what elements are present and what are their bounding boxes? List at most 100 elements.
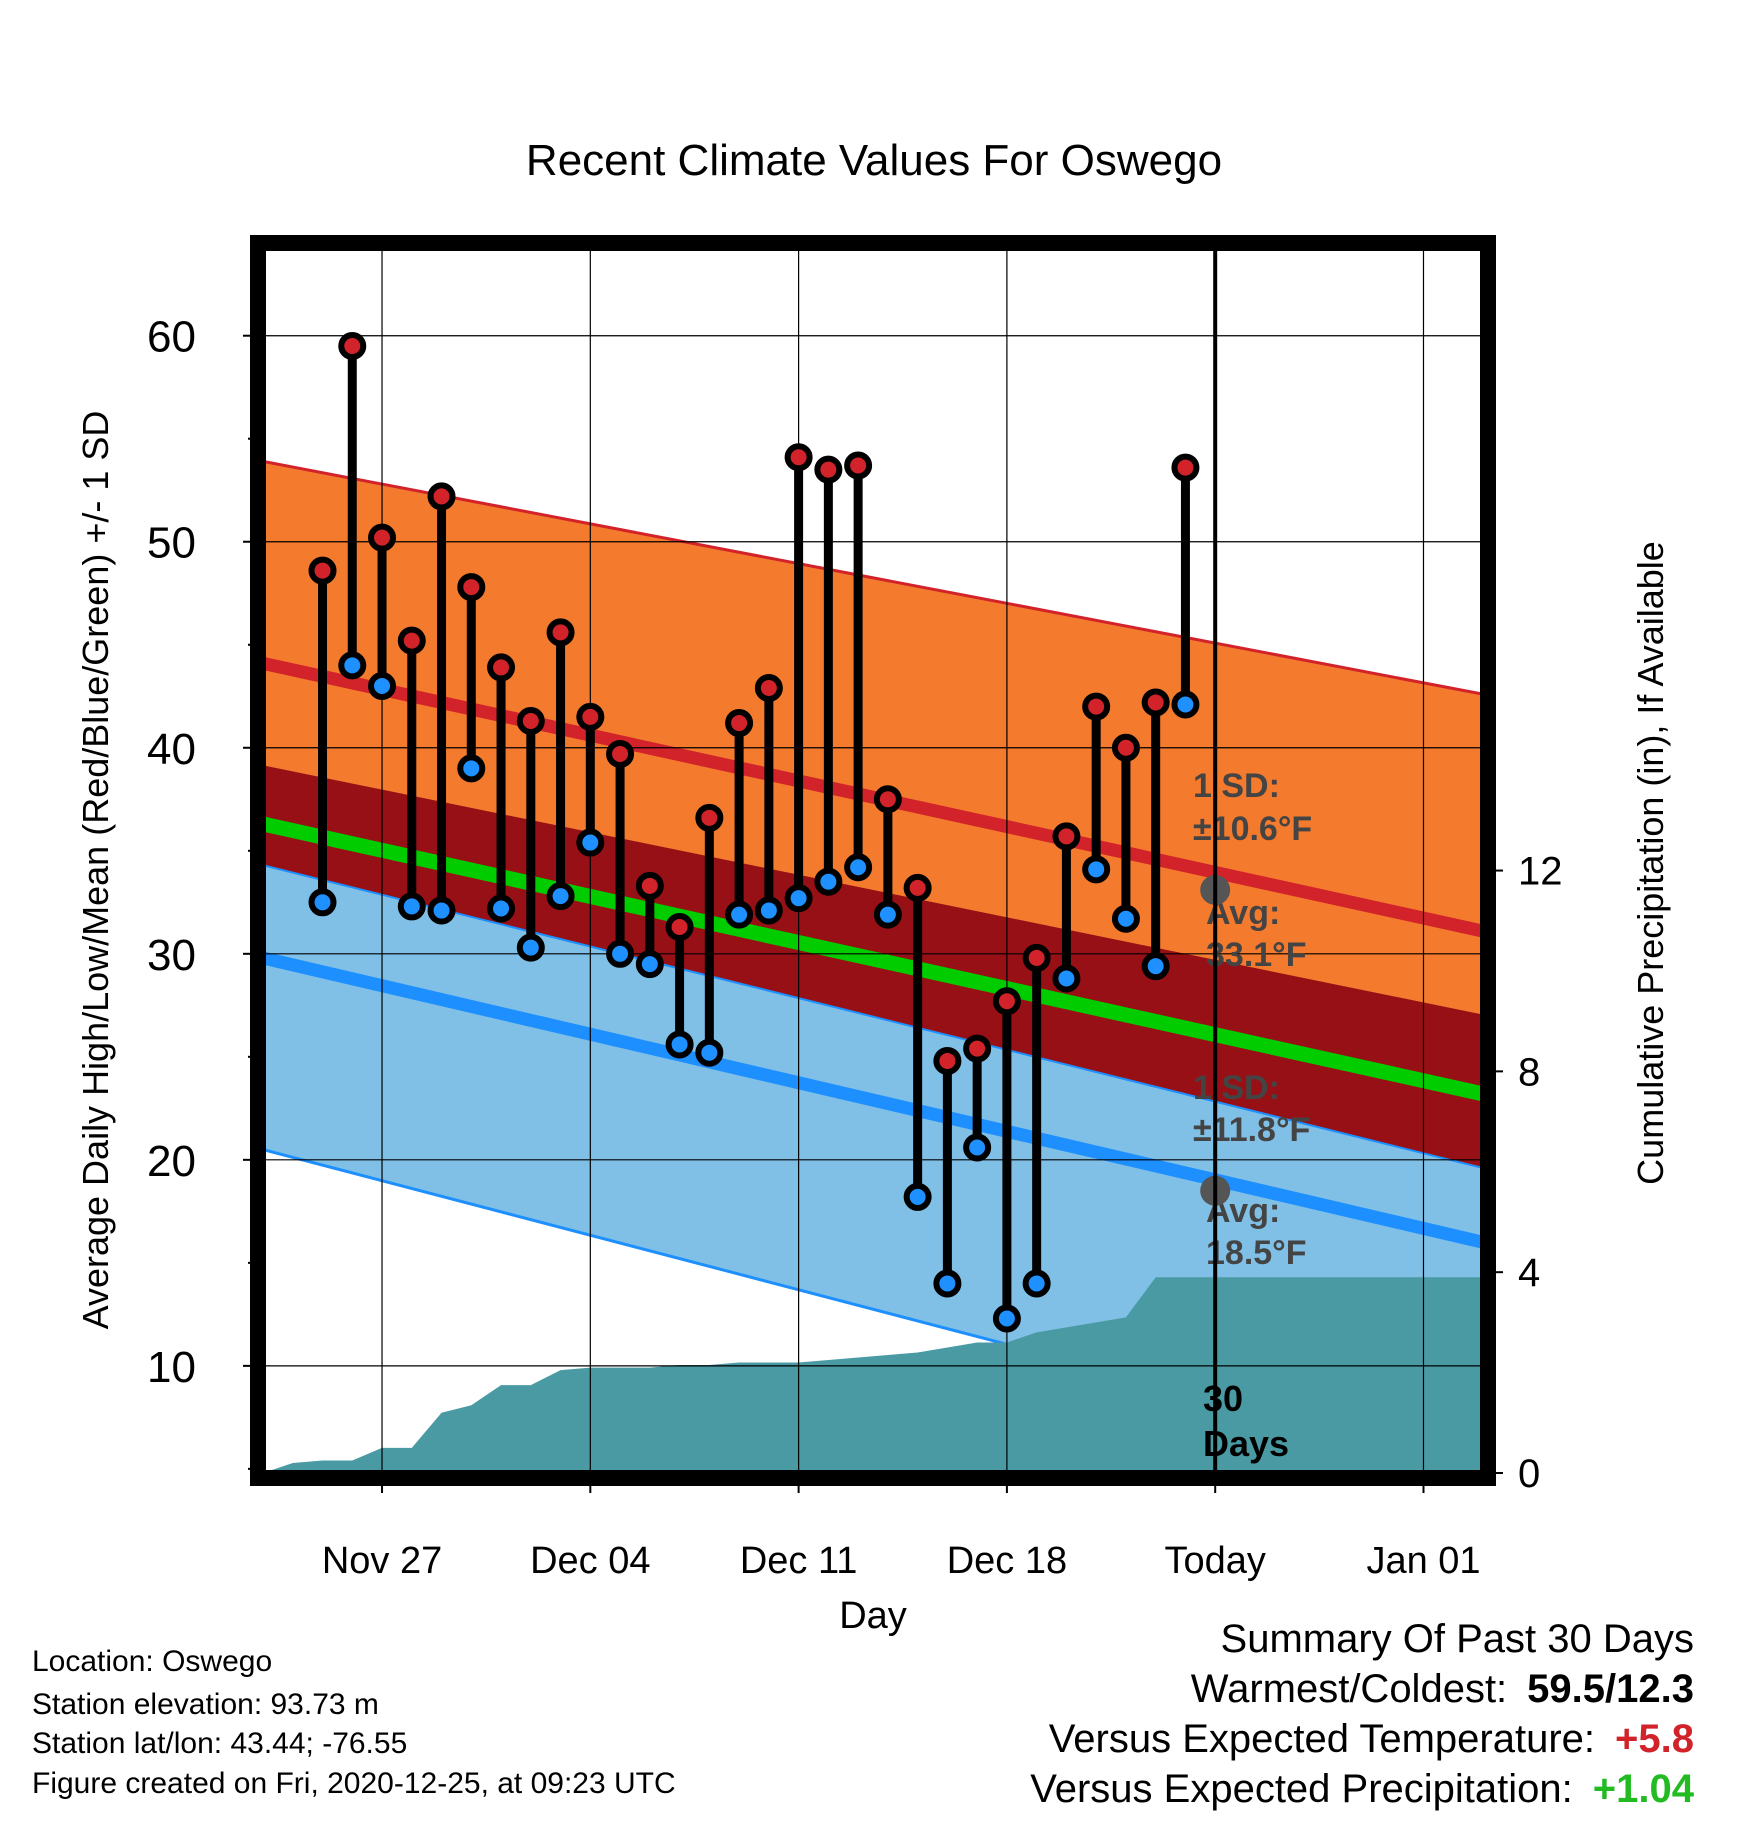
y2-tick-label: 4	[1518, 1251, 1540, 1295]
summary-precip: Versus Expected Precipitation: +1.04	[1030, 1769, 1694, 1809]
low-marker	[725, 900, 754, 929]
x-tick-label: Dec 18	[947, 1540, 1067, 1582]
high-marker	[873, 785, 902, 814]
low-marker	[1022, 1269, 1051, 1298]
y-tick-label: 10	[147, 1343, 196, 1392]
precip-vs-expected-value: +1.04	[1592, 1767, 1694, 1811]
high-sd-value: ±10.6°F	[1193, 810, 1312, 848]
y-axis-label: Average Daily High/Low/Mean (Red/Blue/Gr…	[75, 411, 116, 1330]
low-marker	[814, 867, 843, 896]
low-marker	[992, 1304, 1021, 1333]
summary-temp: Versus Expected Temperature: +5.8	[1049, 1719, 1694, 1759]
low-marker	[546, 882, 575, 911]
high-marker	[606, 739, 635, 768]
low-marker	[963, 1133, 992, 1162]
summary-title: Summary Of Past 30 Days	[1220, 1617, 1694, 1661]
high-marker	[338, 332, 367, 361]
y2-tick-label: 12	[1518, 850, 1563, 894]
low-marker	[784, 884, 813, 913]
temp-vs-expected-label: Versus Expected Temperature:	[1048, 1717, 1596, 1761]
low-marker	[873, 900, 902, 929]
overlap-band	[263, 766, 1483, 1169]
high-marker	[397, 626, 426, 655]
high-marker	[903, 873, 932, 902]
y-tick-label: 40	[147, 725, 196, 774]
chart-title: Recent Climate Values For Oswego	[526, 136, 1222, 185]
high-marker	[1052, 822, 1081, 851]
x-tick-label: Today	[1164, 1540, 1265, 1582]
precipitation-fill	[263, 1277, 1483, 1473]
high-marker	[784, 443, 813, 472]
low-marker	[427, 896, 456, 925]
low-marker	[397, 892, 426, 921]
low-marker	[1082, 855, 1111, 884]
high-marker	[814, 455, 843, 484]
y2-tick-label: 0	[1518, 1452, 1540, 1496]
avg-mean-line	[263, 816, 1483, 1102]
high-minus-sd-line	[263, 864, 1483, 1170]
station-elevation: Station elevation: 93.73 m	[32, 1688, 379, 1721]
high-marker	[1082, 692, 1111, 721]
precip-vs-expected-label: Versus Expected Precipitation:	[1030, 1767, 1573, 1811]
low-marker	[754, 896, 783, 925]
precipitation-area	[263, 1277, 1483, 1473]
axes: 10 20 30 40 50 60 0 4 8 12 Nov 27 Dec 04 Dec 11 Dec 1…	[147, 313, 1562, 1582]
high-marker	[546, 618, 575, 647]
high-marker	[1111, 733, 1140, 762]
y-tick-label: 30	[147, 931, 196, 980]
x-tick-label: Dec 11	[740, 1540, 858, 1582]
high-marker	[457, 573, 486, 602]
low-marker	[1141, 952, 1170, 981]
x-tick-label: Nov 27	[322, 1540, 442, 1582]
low-marker	[844, 853, 873, 882]
high-marker	[933, 1046, 962, 1075]
low-marker	[1052, 964, 1081, 993]
low-marker	[635, 950, 664, 979]
low-marker	[1111, 904, 1140, 933]
days-word: Days	[1203, 1423, 1289, 1464]
high-marker	[427, 482, 456, 511]
station-latlon: Station lat/lon: 43.44; -76.55	[32, 1727, 408, 1760]
summary-warm-cold: Warmest/Coldest: 59.5/12.3	[1191, 1669, 1694, 1709]
high-plus-sd-line	[263, 459, 1483, 696]
high-marker	[725, 709, 754, 738]
high-marker	[576, 702, 605, 731]
high-marker	[844, 451, 873, 480]
figure-created: Figure created on Fri, 2020-12-25, at 09…	[32, 1767, 676, 1800]
low-marker	[606, 939, 635, 968]
low-marker	[338, 651, 367, 680]
low-marker	[695, 1038, 724, 1067]
high-marker	[992, 987, 1021, 1016]
x-tick-label: Dec 04	[530, 1540, 650, 1582]
low-marker	[457, 754, 486, 783]
avg-high-line	[263, 656, 1483, 938]
low-marker	[516, 933, 545, 962]
high-marker	[695, 803, 724, 832]
low-sd-label: 1 SD:	[1193, 1069, 1280, 1107]
y-tick-label: 20	[147, 1137, 196, 1186]
high-marker	[308, 556, 337, 585]
low-marker	[576, 828, 605, 857]
station-location: Location: Oswego	[32, 1645, 273, 1678]
low-marker	[1171, 690, 1200, 719]
x-tick-label: Jan 01	[1366, 1540, 1480, 1582]
y2-axis-label: Cumulative Precipitation (in), If Availa…	[1630, 541, 1671, 1185]
warm-cold-value: 59.5/12.3	[1527, 1667, 1694, 1711]
high-marker	[754, 674, 783, 703]
high-marker	[368, 523, 397, 552]
high-marker	[635, 871, 664, 900]
low-marker	[665, 1030, 694, 1059]
y-tick-label: 60	[147, 313, 196, 362]
y-tick-label: 50	[147, 519, 196, 568]
low-marker	[308, 888, 337, 917]
low-marker	[933, 1269, 962, 1298]
x-axis-label: Day	[839, 1595, 907, 1637]
high-marker	[1171, 453, 1200, 482]
high-sd-label: 1 SD:	[1193, 767, 1280, 805]
low-marker	[368, 671, 397, 700]
high-marker	[516, 706, 545, 735]
